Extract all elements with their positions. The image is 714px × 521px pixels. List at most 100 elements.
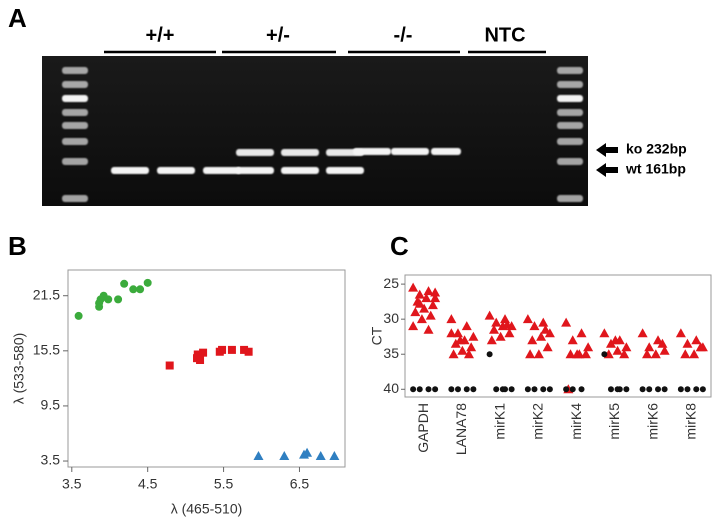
point — [561, 317, 572, 327]
group-label: +/+ — [146, 24, 175, 46]
point — [432, 386, 439, 393]
point — [655, 386, 662, 393]
gel-band — [281, 149, 319, 156]
plot-frame — [404, 274, 712, 398]
point — [129, 285, 138, 294]
point — [425, 386, 432, 393]
point — [542, 342, 553, 352]
point — [621, 342, 632, 352]
point — [612, 345, 623, 355]
gel-band — [236, 167, 274, 174]
point — [684, 386, 691, 393]
point — [486, 335, 497, 345]
point — [682, 338, 693, 348]
x-tick-label: 3.5 — [62, 476, 82, 492]
point — [143, 278, 152, 287]
x-tick-label: 6.5 — [290, 476, 310, 492]
point — [580, 349, 591, 359]
panel-label: B — [8, 231, 27, 261]
point — [416, 314, 427, 324]
x-tick-label: mirK1 — [491, 403, 507, 440]
y-tick-label: 25 — [383, 275, 399, 291]
point — [193, 350, 202, 359]
gel-band — [62, 95, 88, 102]
point — [484, 310, 495, 320]
panel-label: A — [8, 3, 27, 33]
point — [499, 386, 506, 393]
gel-band — [557, 81, 583, 88]
y-tick-label: 9.5 — [41, 397, 61, 413]
point — [572, 349, 583, 359]
point — [136, 285, 145, 294]
point — [493, 386, 500, 393]
point — [425, 310, 436, 320]
point — [448, 349, 459, 359]
point — [455, 335, 466, 345]
point — [470, 386, 477, 393]
gel-band — [557, 138, 583, 145]
point — [410, 307, 421, 317]
point — [637, 328, 648, 338]
point — [659, 345, 670, 355]
point — [104, 295, 113, 304]
point — [563, 386, 570, 393]
point — [495, 331, 506, 341]
point — [253, 450, 264, 460]
gel-band — [62, 81, 88, 88]
gel-band — [557, 67, 583, 74]
point — [463, 349, 474, 359]
point — [461, 321, 472, 331]
point — [650, 349, 661, 359]
point — [240, 345, 249, 354]
point — [302, 447, 313, 457]
point — [504, 328, 515, 338]
point — [699, 386, 706, 393]
x-tick-label: mirK8 — [683, 403, 699, 440]
point — [423, 324, 434, 334]
x-tick-label: mirK6 — [644, 403, 660, 440]
point — [329, 450, 340, 460]
panel-label: C — [390, 231, 409, 261]
y-tick-label: 21.5 — [33, 286, 60, 302]
point — [531, 386, 538, 393]
gel-band — [557, 158, 583, 165]
gel-band — [62, 195, 88, 202]
point — [74, 311, 83, 320]
point — [408, 282, 419, 292]
gel-band — [62, 122, 88, 129]
arrow — [596, 143, 618, 157]
point — [525, 349, 536, 359]
point — [540, 324, 551, 334]
point — [527, 335, 538, 345]
point — [576, 328, 587, 338]
point — [165, 361, 174, 370]
y-tick-label: 40 — [383, 380, 399, 396]
point — [689, 349, 700, 359]
point — [693, 386, 700, 393]
gel-band — [557, 122, 583, 129]
point — [538, 317, 549, 327]
gel-band — [62, 109, 88, 116]
point — [644, 342, 655, 352]
gel-band — [353, 148, 391, 155]
gel-band — [557, 95, 583, 102]
point — [457, 345, 468, 355]
gel — [42, 56, 588, 206]
point — [508, 386, 515, 393]
y-tick-label: 15.5 — [33, 342, 60, 358]
y-tick-label: 3.5 — [41, 452, 61, 468]
x-tick-label: LANA78 — [453, 403, 469, 455]
group-label: +/- — [266, 24, 290, 46]
point — [599, 328, 610, 338]
plot-frame — [67, 269, 346, 468]
point — [454, 386, 461, 393]
band-annotation: ko 232bp — [626, 141, 687, 157]
gel-band — [62, 158, 88, 165]
point — [661, 386, 668, 393]
point — [533, 349, 544, 359]
point — [218, 345, 227, 354]
point — [536, 331, 547, 341]
arrow — [596, 163, 618, 177]
point — [601, 351, 608, 358]
x-axis-label: λ (465-510) — [171, 501, 243, 517]
